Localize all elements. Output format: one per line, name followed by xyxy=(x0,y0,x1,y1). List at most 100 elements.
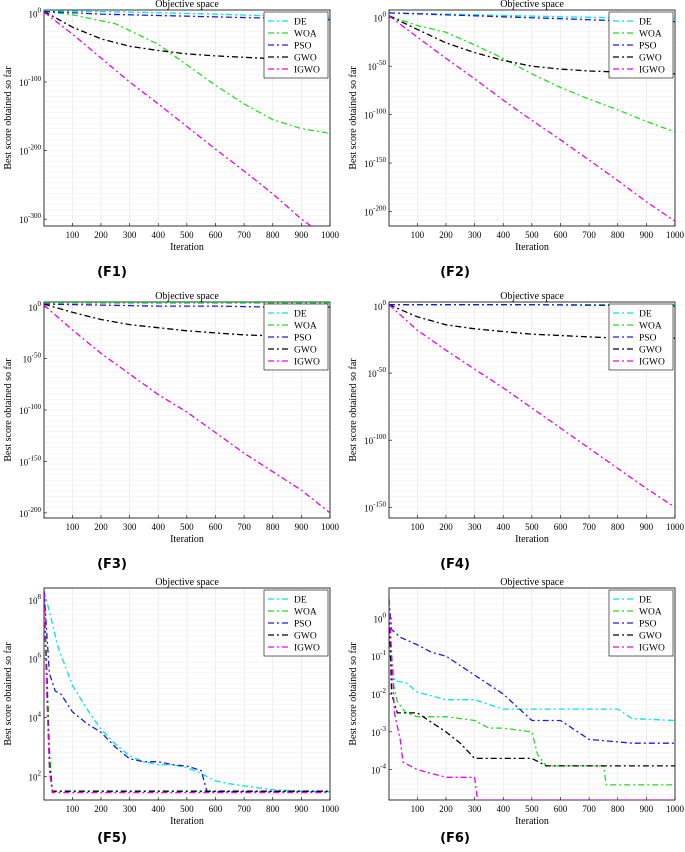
y-tick-label: 10-2 xyxy=(371,687,386,700)
y-tick-label: 10-200 xyxy=(19,144,41,157)
y-tick-label: 10-150 xyxy=(364,156,386,169)
chart-panel-1: Objective space 100 200 300 400 500 600 700 800 9… xyxy=(3,0,340,253)
x-axis-label: Iteration xyxy=(170,534,204,545)
y-axis-label: Best score obtained so far xyxy=(348,642,359,746)
x-tick-label: 100 xyxy=(411,804,425,814)
x-tick-label: 400 xyxy=(151,522,165,532)
legend-label: DE xyxy=(639,310,652,320)
y-axis-label: Best score obtained so far xyxy=(3,66,14,170)
series-line-igwo xyxy=(44,11,313,226)
x-tick-label: 800 xyxy=(266,230,280,240)
legend-label: DE xyxy=(294,18,307,28)
series-line-de xyxy=(44,590,330,793)
x-tick-label: 700 xyxy=(237,230,251,240)
x-tick-label: 900 xyxy=(295,230,309,240)
y-tick-label: 10-100 xyxy=(19,403,41,416)
x-tick-label: 500 xyxy=(525,522,539,532)
x-tick-label: 900 xyxy=(295,804,309,814)
x-tick-label: 700 xyxy=(582,804,596,814)
chart-panel-5: Objective space 100 200 300 400 500 600 700 800 9… xyxy=(3,577,340,827)
legend-label: WOA xyxy=(639,322,662,332)
legend-label: IGWO xyxy=(639,644,665,654)
legend-label: IGWO xyxy=(639,358,665,368)
series-line-gwo xyxy=(389,599,675,767)
x-tick-label: 1000 xyxy=(321,522,340,532)
series-line-gwo xyxy=(44,10,330,63)
panel-caption: (F4) xyxy=(440,557,470,572)
x-tick-label: 500 xyxy=(180,804,194,814)
legend-label: GWO xyxy=(294,346,317,356)
y-tick-label: 10-150 xyxy=(19,454,41,467)
x-tick-label: 300 xyxy=(123,804,137,814)
x-tick-label: 400 xyxy=(496,230,510,240)
panel-caption: (F6) xyxy=(440,831,470,846)
y-tick-label: 100 xyxy=(29,6,42,19)
x-tick-label: 600 xyxy=(209,804,223,814)
y-tick-label: 10-4 xyxy=(371,763,386,776)
legend-label: DE xyxy=(639,596,652,606)
x-axis-label: Iteration xyxy=(515,816,549,827)
x-tick-label: 500 xyxy=(180,522,194,532)
series-line-woa xyxy=(44,10,330,135)
y-axis-label: Best score obtained so far xyxy=(3,358,14,462)
x-tick-label: 800 xyxy=(611,230,625,240)
x-tick-label: 700 xyxy=(582,522,596,532)
legend-label: PSO xyxy=(639,620,657,630)
x-tick-label: 700 xyxy=(237,804,251,814)
y-tick-label: 102 xyxy=(29,769,42,782)
x-tick-label: 100 xyxy=(411,230,425,240)
x-tick-label: 100 xyxy=(66,804,80,814)
x-tick-label: 1000 xyxy=(666,804,685,814)
x-tick-label: 700 xyxy=(237,522,251,532)
x-tick-label: 900 xyxy=(640,804,654,814)
series-line-igwo xyxy=(44,304,330,514)
x-tick-label: 600 xyxy=(209,230,223,240)
x-tick-label: 200 xyxy=(94,804,108,814)
y-tick-label: 100 xyxy=(374,299,387,312)
x-tick-label: 400 xyxy=(496,522,510,532)
legend-label: DE xyxy=(639,18,652,28)
legend-label: IGWO xyxy=(294,66,320,76)
legend-label: WOA xyxy=(294,608,317,618)
legend-label: WOA xyxy=(639,30,662,40)
x-tick-label: 600 xyxy=(209,522,223,532)
chart-panel-4: Objective space 100 200 300 400 500 600 700 800 9… xyxy=(348,291,685,545)
y-tick-label: 108 xyxy=(29,593,42,606)
y-tick-label: 10-50 xyxy=(368,59,387,72)
y-tick-label: 10-200 xyxy=(364,204,386,217)
y-tick-label: 10-100 xyxy=(364,108,386,121)
series-line-igwo xyxy=(389,599,675,800)
legend-label: PSO xyxy=(639,334,657,344)
y-tick-label: 106 xyxy=(29,652,42,665)
legend-label: IGWO xyxy=(639,66,665,76)
series-line-igwo xyxy=(389,15,675,222)
y-tick-label: 10-1 xyxy=(371,649,386,662)
x-tick-label: 1000 xyxy=(666,522,685,532)
x-axis-label: Iteration xyxy=(515,242,549,253)
y-axis-label: Best score obtained so far xyxy=(3,642,14,746)
legend-label: PSO xyxy=(294,334,312,344)
x-tick-label: 300 xyxy=(468,230,482,240)
panel-caption: (F1) xyxy=(97,265,127,280)
legend-box xyxy=(608,11,674,79)
legend-label: PSO xyxy=(294,42,312,52)
chart-panel-6: Objective space 100 200 300 400 500 600 700 800 9… xyxy=(348,577,685,827)
legend-label: PSO xyxy=(639,42,657,52)
x-axis-label: Iteration xyxy=(515,534,549,545)
y-tick-label: 10-3 xyxy=(371,725,386,738)
x-tick-label: 200 xyxy=(94,230,108,240)
chart-title: Objective space xyxy=(155,577,219,588)
x-tick-label: 200 xyxy=(94,522,108,532)
legend-label: DE xyxy=(294,310,307,320)
y-tick-label: 100 xyxy=(374,11,387,24)
y-tick-label: 10-300 xyxy=(19,212,41,225)
legend-box xyxy=(263,303,329,371)
x-tick-label: 800 xyxy=(266,804,280,814)
series-line-pso xyxy=(389,599,675,744)
x-tick-label: 500 xyxy=(525,230,539,240)
legend-label: GWO xyxy=(639,632,662,642)
x-tick-label: 1000 xyxy=(321,230,340,240)
x-tick-label: 600 xyxy=(554,230,568,240)
x-tick-label: 500 xyxy=(180,230,194,240)
